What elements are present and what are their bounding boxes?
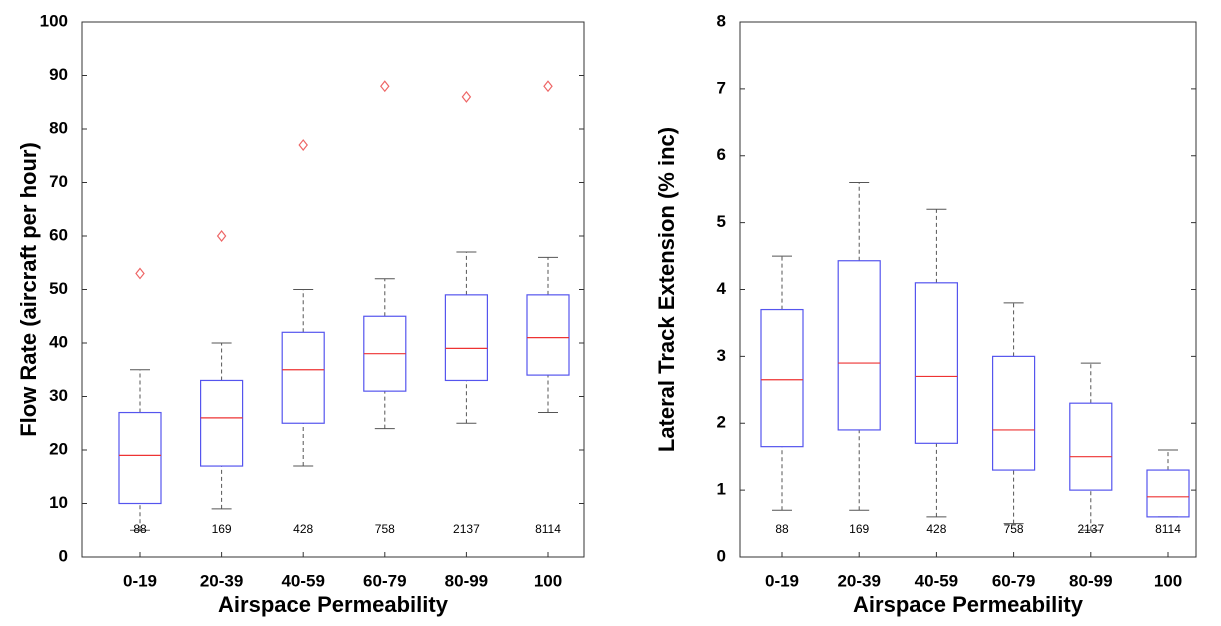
x-tick-label: 60-79 xyxy=(992,571,1035,590)
outlier xyxy=(298,139,308,152)
x-axis-title: Airspace Permeability xyxy=(218,592,449,617)
y-tick-label: 2 xyxy=(717,413,726,432)
x-tick-label: 0-19 xyxy=(123,571,157,590)
box xyxy=(444,294,488,382)
y-tick-label: 60 xyxy=(49,225,68,244)
y-tick-label: 50 xyxy=(49,279,68,298)
y-tick-label: 80 xyxy=(49,118,68,137)
sample-size: 2137 xyxy=(453,522,480,536)
plot-frame xyxy=(81,21,585,558)
plot-frame xyxy=(739,21,1197,558)
x-tick-label: 20-39 xyxy=(837,571,880,590)
outlier xyxy=(380,80,390,93)
x-tick-label: 60-79 xyxy=(363,571,406,590)
sample-size: 88 xyxy=(133,522,147,536)
box xyxy=(1146,469,1190,518)
y-tick-label: 4 xyxy=(717,279,727,298)
y-axis-title: Flow Rate (aircraft per hour) xyxy=(16,142,41,437)
box xyxy=(118,411,162,505)
x-axis-title: Airspace Permeability xyxy=(853,592,1084,617)
outlier xyxy=(135,267,145,280)
y-tick-label: 20 xyxy=(49,439,68,458)
y-tick-label: 5 xyxy=(717,212,726,231)
y-tick-label: 1 xyxy=(717,480,726,499)
y-tick-label: 30 xyxy=(49,386,68,405)
y-axis-title: Lateral Track Extension (% inc) xyxy=(654,127,679,452)
outlier xyxy=(461,90,472,103)
x-tick-label: 100 xyxy=(534,571,562,590)
sample-size: 169 xyxy=(212,522,232,536)
y-tick-label: 90 xyxy=(49,65,68,84)
y-tick-label: 0 xyxy=(717,546,726,565)
x-tick-label: 0-19 xyxy=(765,571,799,590)
x-tick-label: 20-39 xyxy=(200,571,243,590)
box xyxy=(914,282,959,444)
y-tick-label: 10 xyxy=(49,493,68,512)
y-tick-label: 8 xyxy=(717,11,726,30)
x-tick-label: 40-59 xyxy=(915,571,958,590)
box xyxy=(837,260,881,431)
box xyxy=(526,294,570,376)
sample-size: 428 xyxy=(926,522,946,536)
outlier xyxy=(543,80,553,93)
sample-size: 428 xyxy=(293,522,313,536)
y-tick-label: 6 xyxy=(717,145,726,164)
y-tick-label: 3 xyxy=(717,346,726,365)
sample-size: 2137 xyxy=(1077,522,1104,536)
y-tick-label: 40 xyxy=(49,332,68,351)
sample-size: 758 xyxy=(375,522,395,536)
outlier xyxy=(216,230,227,242)
box xyxy=(200,379,244,467)
x-tick-label: 100 xyxy=(1154,571,1182,590)
y-tick-label: 0 xyxy=(59,546,68,565)
box xyxy=(281,331,325,424)
sample-size: 88 xyxy=(775,522,789,536)
x-tick-label: 80-99 xyxy=(1069,571,1112,590)
sample-size: 169 xyxy=(849,522,869,536)
y-tick-label: 100 xyxy=(40,11,68,30)
box xyxy=(1069,402,1113,491)
x-tick-label: 40-59 xyxy=(281,571,324,590)
y-tick-label: 7 xyxy=(717,78,726,97)
sample-size: 8114 xyxy=(1155,522,1181,536)
y-tick-label: 70 xyxy=(49,172,68,191)
x-tick-label: 80-99 xyxy=(445,571,488,590)
sample-size: 8114 xyxy=(535,522,561,536)
sample-size: 758 xyxy=(1004,522,1024,536)
box xyxy=(991,355,1036,471)
box xyxy=(760,308,804,448)
